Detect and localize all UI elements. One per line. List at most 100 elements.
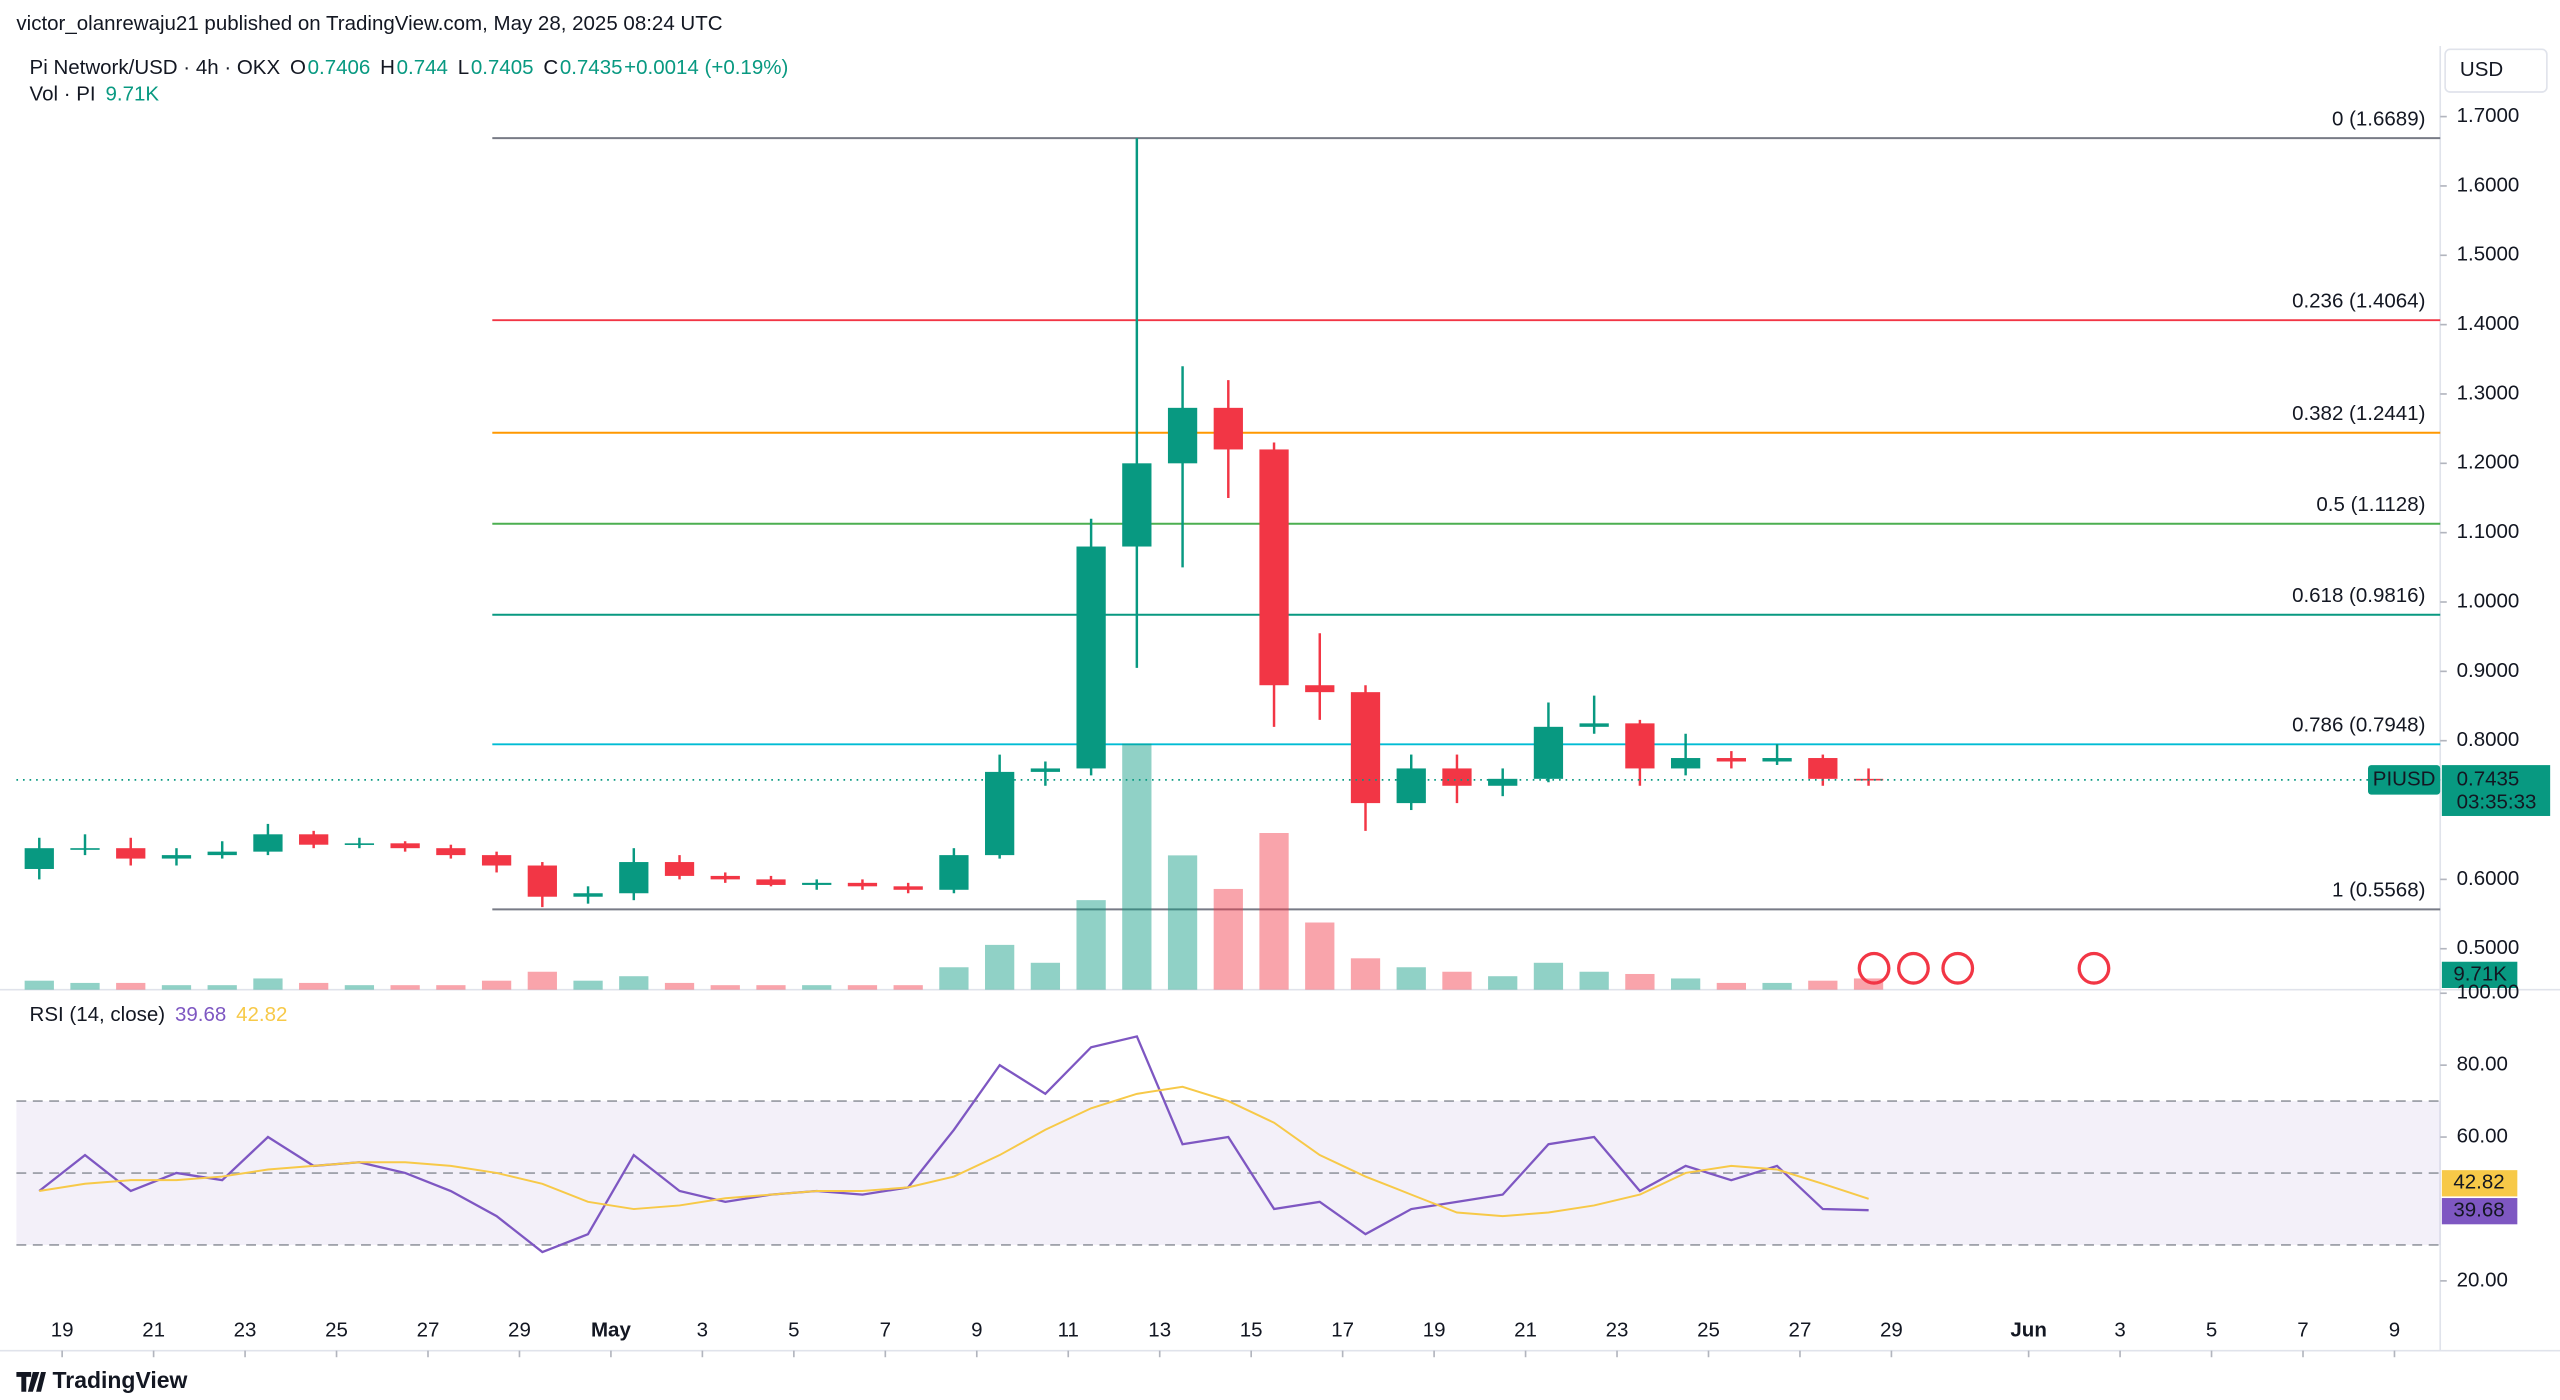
volume-bar [1670, 978, 1701, 990]
last-price-box [2441, 765, 2551, 816]
event-icon[interactable] [2077, 951, 2111, 985]
fib-label: 0 (1.6689) [2332, 108, 2425, 131]
candle-body [1259, 449, 1289, 686]
candle-body [1716, 758, 1746, 762]
x-tick-label: 9 [971, 1318, 982, 1341]
x-tick-label: May [591, 1318, 631, 1341]
candle-body [70, 848, 100, 850]
rsi-line [39, 1085, 1869, 1218]
candle-body [710, 875, 740, 880]
x-tick-label: 23 [234, 1318, 257, 1341]
volume-bar [253, 978, 283, 990]
candle-body [116, 848, 146, 859]
legend-low: 0.7405 [471, 56, 534, 79]
legend-high-label: H [380, 56, 395, 79]
candle-body [161, 855, 192, 859]
legend-open-label: O [290, 56, 306, 79]
volume-bar [299, 982, 329, 990]
volume-bar [1213, 888, 1243, 990]
x-tick-label: 19 [1423, 1318, 1446, 1341]
byline: victor_olanrewaju21 published on Trading… [16, 12, 722, 35]
fib-label: 0.618 (0.9816) [2292, 584, 2425, 607]
candle-body [847, 882, 878, 887]
volume-bar [24, 980, 54, 990]
x-tick-label: Jun [2010, 1318, 2046, 1341]
x-tick-label: 27 [1789, 1318, 1812, 1341]
volume-bar [1716, 982, 1746, 990]
candle-body [436, 848, 466, 856]
candle-body [802, 882, 832, 885]
rsi-value-box [2441, 1170, 2518, 1197]
volume-bar [710, 985, 740, 990]
candle-body [481, 855, 512, 866]
y-tick-label: 1.1000 [2457, 520, 2520, 543]
y-tick-label: 1.0000 [2457, 589, 2520, 612]
candle-body [1350, 692, 1381, 804]
candle-body [1167, 407, 1198, 464]
fib-label: 0.382 (1.2441) [2292, 402, 2425, 425]
x-tick-label: 3 [697, 1318, 708, 1341]
candle-body [573, 893, 603, 897]
rsi-value-tag: 39.68 [2453, 1199, 2504, 1222]
x-tick-label: 29 [1880, 1318, 1903, 1341]
volume-bar [847, 985, 878, 990]
y-tick-label: 20.00 [2457, 1268, 2508, 1291]
volume-bar [161, 985, 192, 990]
candle-body [619, 862, 649, 894]
volume-bar [1488, 976, 1518, 990]
x-tick-label: 25 [325, 1318, 348, 1341]
x-tick-label: 19 [51, 1318, 74, 1341]
legend-symbol: Pi Network/USD · 4h · OKX [30, 56, 281, 79]
y-tick-label: 0.8000 [2457, 728, 2520, 751]
volume-bar [939, 967, 969, 990]
currency[interactable]: USD [2460, 58, 2503, 81]
legend-change: +0.0014 (+0.19%) [624, 56, 788, 79]
candle-body [390, 843, 420, 849]
candle-body [1488, 778, 1518, 786]
legend-open: 0.7406 [308, 56, 371, 79]
currency-box[interactable] [2444, 48, 2548, 93]
fib-label: 0.5 (1.1128) [2316, 493, 2425, 516]
candle-body [344, 843, 375, 845]
candle-body [1305, 685, 1335, 693]
candle-body [1396, 768, 1426, 804]
x-tick-label: 21 [142, 1318, 165, 1341]
event-icon[interactable] [1857, 951, 1891, 985]
volume-bar [1350, 958, 1381, 990]
candle-body [893, 886, 923, 890]
volume-bar [664, 982, 695, 990]
event-icons[interactable] [1857, 951, 2111, 985]
event-icon[interactable] [1897, 951, 1930, 985]
y-tick-label: 1.2000 [2457, 451, 2520, 474]
volume-bar [1167, 855, 1198, 990]
candle-body [1670, 758, 1701, 769]
candle-body [24, 848, 54, 869]
volume-bar [344, 985, 375, 990]
x-tick-label: 29 [508, 1318, 531, 1341]
volume-tag-box [2441, 961, 2518, 988]
rsi-legend-value: 39.68 [175, 1003, 226, 1026]
candle-body [207, 851, 237, 856]
x-tick-label: 25 [1697, 1318, 1720, 1341]
volume-bar [1853, 978, 1884, 990]
candle-body [1762, 758, 1792, 762]
brand-name: TradingView [53, 1367, 188, 1393]
countdown: 03:35:33 [2457, 790, 2537, 813]
candle-body [985, 771, 1015, 856]
fib-label: 0.236 (1.4064) [2292, 290, 2425, 313]
candle-body [1122, 463, 1152, 547]
y-tick-label: 1.5000 [2457, 243, 2520, 266]
volume-legend-value: 9.71K [105, 83, 159, 106]
volume-bar [1305, 922, 1335, 990]
legend-high: 0.744 [397, 56, 448, 79]
event-icon[interactable] [1941, 951, 1975, 985]
volume-bar [1625, 973, 1655, 990]
price-tag: PIUSD [2373, 767, 2436, 790]
x-tick-label: 9 [2389, 1318, 2400, 1341]
y-tick-label: 1.3000 [2457, 381, 2520, 404]
legend-close: 0.7435 [560, 56, 623, 79]
y-tick-label: 0.5000 [2457, 936, 2520, 959]
rsi-legend: RSI (14, close) 39.68 42.82 [30, 1003, 288, 1026]
y-tick-label: 80.00 [2457, 1053, 2508, 1076]
